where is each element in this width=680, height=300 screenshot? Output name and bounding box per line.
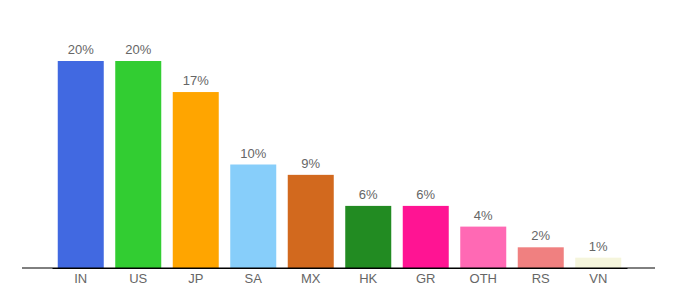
tick-label: SA [245, 271, 263, 286]
tick: VN [589, 268, 607, 286]
tick-label: RS [532, 271, 550, 286]
bar [173, 92, 219, 268]
bar [518, 247, 564, 268]
tick-label: HK [359, 271, 377, 286]
data-label: 6% [416, 187, 435, 202]
tick: RS [532, 268, 550, 286]
data-label: 10% [240, 146, 266, 161]
bar [403, 206, 449, 268]
tick: JP [188, 268, 203, 286]
chart: IN US JP SA MX HK GR OTH RS VN 20% 20% 17% 10% 9% 6% 6% 4… [0, 0, 680, 300]
tick-label: VN [589, 271, 607, 286]
bar [230, 165, 276, 269]
data-label: 4% [474, 208, 493, 223]
tick: US [129, 268, 147, 286]
data-labels: 20% 20% 17% 10% 9% 6% 6% 4% 2% 1% [68, 42, 608, 254]
tick-label: IN [74, 271, 87, 286]
axis-line [53, 268, 628, 269]
bar [345, 206, 391, 268]
tick: MX [301, 268, 321, 286]
bar [115, 61, 161, 268]
tick: GR [416, 268, 436, 286]
bar [58, 61, 104, 268]
tick-label: JP [188, 271, 203, 286]
tick: IN [74, 268, 87, 286]
x-axis: IN US JP SA MX HK GR OTH RS VN [53, 268, 628, 286]
tick-label: OTH [470, 271, 497, 286]
data-label: 6% [359, 187, 378, 202]
bar [575, 258, 621, 268]
tick-label: GR [416, 271, 436, 286]
data-label: 20% [68, 42, 94, 57]
data-label: 2% [531, 228, 550, 243]
tick: OTH [470, 268, 497, 286]
baseline [22, 268, 655, 269]
bars [58, 61, 622, 268]
bar [288, 175, 334, 268]
tick-label: MX [301, 271, 321, 286]
data-label: 17% [183, 73, 209, 88]
tick: HK [359, 268, 377, 286]
tick-label: US [129, 271, 147, 286]
data-label: 1% [589, 239, 608, 254]
data-label: 9% [301, 156, 320, 171]
bar [460, 227, 506, 268]
data-label: 20% [125, 42, 151, 57]
tick: SA [245, 268, 263, 286]
